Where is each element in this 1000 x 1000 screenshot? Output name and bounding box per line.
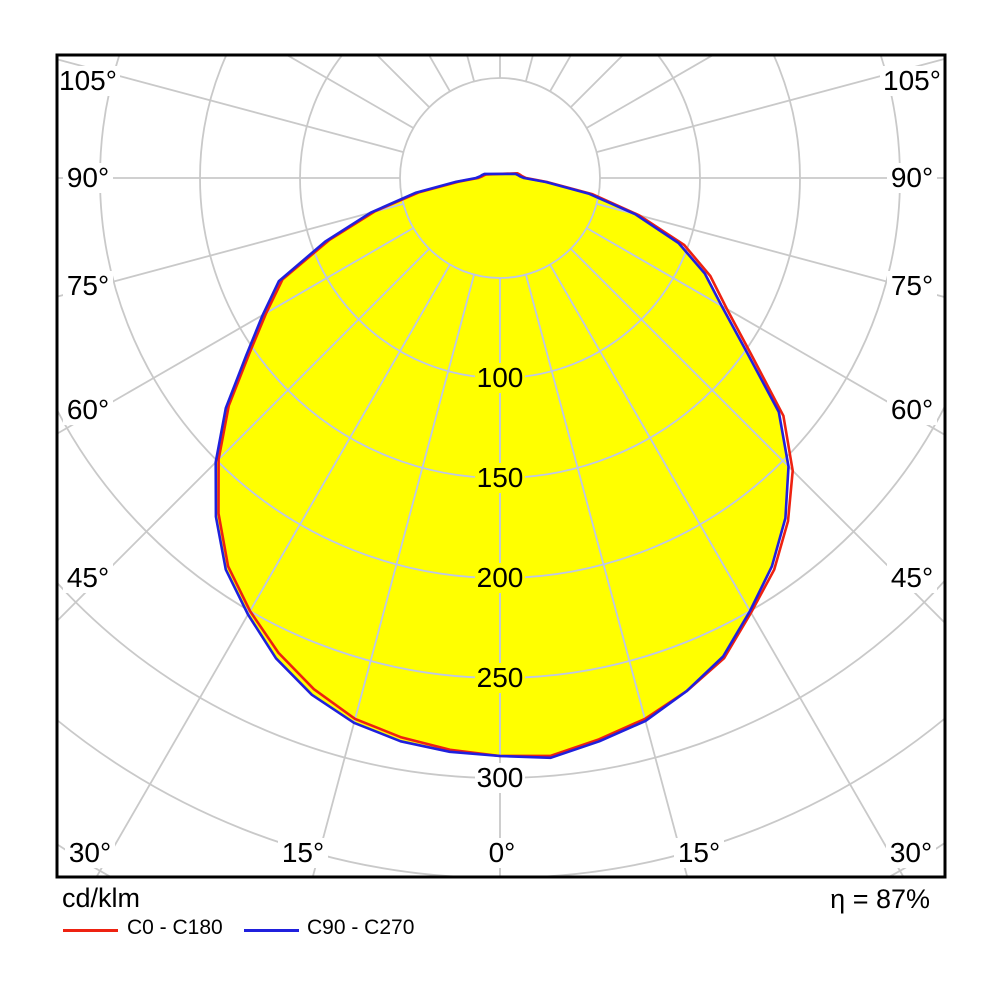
legend-line-c0-icon [63, 929, 118, 932]
svg-text:30°: 30° [69, 837, 111, 868]
unit-label: cd/klm [62, 883, 141, 913]
svg-text:90°: 90° [67, 162, 109, 193]
legend-label-c0: C0 - C180 [127, 916, 223, 939]
svg-text:300: 300 [477, 762, 524, 793]
legend-line-c90-icon [244, 929, 299, 932]
svg-text:75°: 75° [67, 270, 109, 301]
svg-text:0°: 0° [489, 837, 516, 868]
svg-text:60°: 60° [67, 394, 109, 425]
svg-text:105°: 105° [883, 65, 941, 96]
svg-text:90°: 90° [891, 162, 933, 193]
legend-label-c90: C90 - C270 [307, 916, 415, 939]
svg-text:150: 150 [477, 462, 524, 493]
chart-frame [55, 53, 947, 879]
svg-text:75°: 75° [891, 270, 933, 301]
svg-text:250: 250 [477, 662, 524, 693]
curve-c90-c270 [214, 172, 790, 760]
svg-text:15°: 15° [282, 837, 324, 868]
efficiency-label: η = 87% [830, 884, 930, 914]
svg-text:105°: 105° [59, 65, 117, 96]
svg-text:100: 100 [477, 362, 524, 393]
svg-text:200: 200 [477, 562, 524, 593]
radial-tick-labels: 100 150 200 250 300 [475, 362, 525, 793]
svg-text:45°: 45° [891, 562, 933, 593]
svg-text:30°: 30° [890, 837, 932, 868]
svg-text:15°: 15° [678, 837, 720, 868]
angle-labels: 105° 105° 90° 90° 75° 75° 60° 60° 45° 45° 30° 30° 15… [56, 65, 944, 868]
svg-text:45°: 45° [67, 562, 109, 593]
svg-text:60°: 60° [891, 394, 933, 425]
